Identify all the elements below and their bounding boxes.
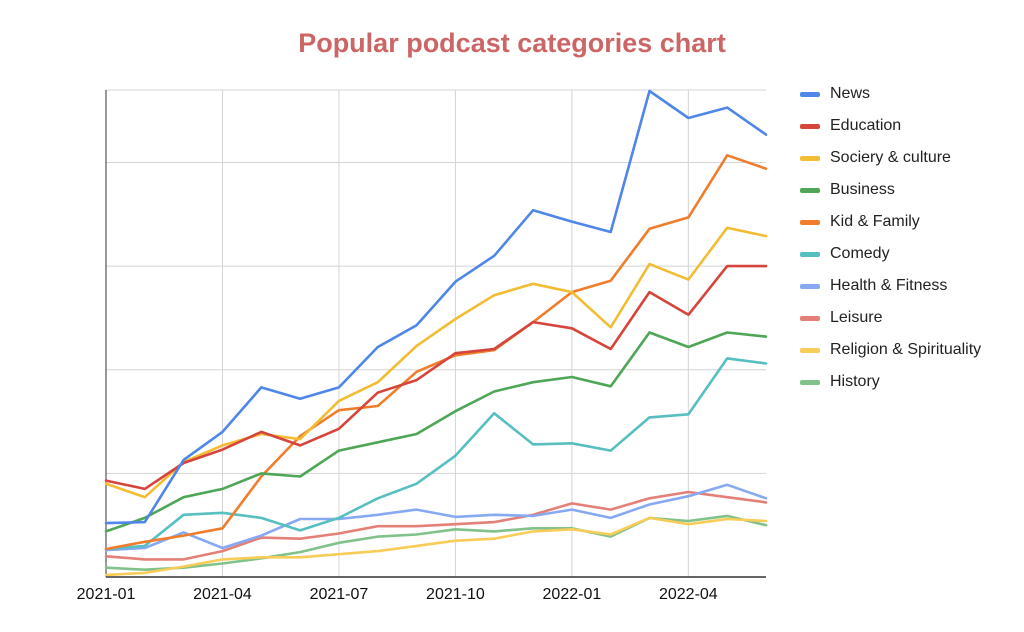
legend-label: Health & Fitness [830, 277, 948, 294]
series-line-religion-spirituality [104, 516, 768, 577]
legend-swatch [800, 315, 820, 321]
series-line-news [104, 89, 768, 525]
series-line-business [104, 331, 768, 533]
series-line-kid-family [104, 154, 768, 551]
chart-title: Popular podcast categories chart [298, 28, 726, 58]
chart-legend: News Education Sociery & culture Business Ki… [800, 78, 981, 398]
legend-item-sociery-culture: Sociery & culture [800, 142, 981, 174]
legend-swatch [800, 283, 820, 289]
x-tick-label: 2021-01 [77, 586, 136, 603]
legend-swatch [800, 251, 820, 257]
legend-swatch [800, 123, 820, 129]
x-tick-label: 2022-01 [543, 586, 602, 603]
legend-label: Leisure [830, 309, 883, 326]
legend-label: History [830, 373, 880, 390]
legend-label: Business [830, 181, 895, 198]
legend-item-leisure: Leisure [800, 302, 981, 334]
series-line-health-fitness [104, 483, 768, 552]
x-tick-label: 2021-07 [310, 586, 369, 603]
legend-label: Sociery & culture [830, 149, 951, 166]
legend-label: Comedy [830, 245, 890, 262]
legend-item-history: History [800, 366, 981, 398]
series-line-education [104, 264, 768, 491]
legend-label: Religion & Spirituality [830, 341, 982, 358]
x-tick-label: 2022-04 [659, 586, 718, 603]
legend-item-religion-spirituality: Religion & Spirituality [800, 334, 981, 366]
legend-label: Education [830, 117, 902, 134]
legend-item-education: Education [800, 110, 981, 142]
legend-item-comedy: Comedy [800, 238, 981, 270]
legend-item-news: News [800, 78, 981, 110]
legend-swatch [800, 187, 820, 193]
legend-swatch [800, 379, 820, 385]
series-line-sociery-culture [104, 226, 768, 499]
series-line-comedy [104, 357, 768, 551]
legend-swatch [800, 155, 820, 161]
legend-swatch [800, 91, 820, 97]
x-tick-label: 2021-10 [426, 586, 485, 603]
legend-swatch [800, 347, 820, 353]
legend-item-health-fitness: Health & Fitness [800, 270, 981, 302]
legend-label: Kid & Family [830, 213, 920, 230]
legend-label: News [830, 85, 871, 102]
legend-item-business: Business [800, 174, 981, 206]
legend-swatch [800, 219, 820, 225]
x-tick-label: 2021-04 [193, 586, 252, 603]
series-line-leisure [104, 490, 768, 561]
legend-item-kid-family: Kid & Family [800, 206, 981, 238]
